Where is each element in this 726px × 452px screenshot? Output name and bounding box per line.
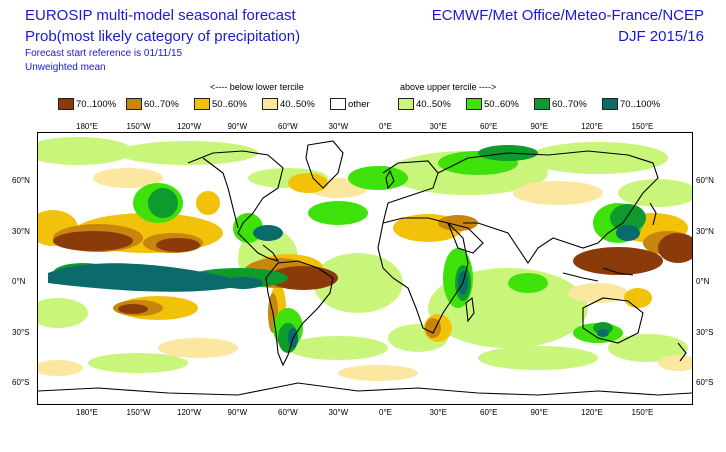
longitude-label: 180°E: [76, 122, 98, 131]
above-tercile-label: above upper tercile ---->: [400, 82, 497, 92]
longitude-label: 30°E: [429, 122, 447, 131]
legend-item: 70..100%: [602, 98, 660, 110]
latitude-label: 60°N: [12, 176, 30, 185]
legend-item: 40..50%: [262, 98, 315, 110]
longitude-label: 60°W: [278, 408, 298, 417]
legend-item: 50..60%: [466, 98, 519, 110]
legend-label: 50..60%: [484, 98, 519, 110]
latitude-label: 30°N: [12, 226, 30, 236]
legend-label: 60..70%: [552, 98, 587, 110]
longitude-label: 180°E: [76, 408, 98, 417]
longitude-label: 60°W: [278, 122, 298, 131]
legend-swatch: [534, 98, 550, 110]
legend-item: other: [330, 98, 370, 110]
teal-regions: [48, 225, 640, 348]
map-title: EUROSIP multi-model seasonal forecast: [25, 7, 296, 24]
centres-label: ECMWF/Met Office/Meteo-France/NCEP: [431, 7, 704, 24]
legend-label: 70..100%: [76, 98, 117, 110]
latitude-label: 0°N: [696, 277, 710, 286]
legend-item: 50..60%: [194, 98, 247, 110]
longitude-label: 90°E: [530, 122, 548, 131]
brown-regions: [53, 231, 692, 314]
below-tercile-label: <---- below lower tercile: [210, 82, 304, 92]
legend-swatch: [330, 98, 346, 110]
longitude-label: 120°E: [581, 122, 603, 131]
legend-swatch: [262, 98, 278, 110]
latitude-label: 60°S: [696, 378, 714, 387]
latitude-label: 30°N: [696, 226, 714, 236]
longitude-label: 90°E: [530, 408, 548, 417]
pale-yellow-regions: [38, 168, 692, 381]
longitude-label: 120°W: [177, 122, 202, 131]
longitude-label: 30°W: [328, 408, 349, 417]
legend-swatch: [126, 98, 142, 110]
forecast-map: [37, 132, 693, 405]
coastlines: [38, 140, 692, 396]
legend-label: 50..60%: [212, 98, 247, 110]
map-subtitle: Prob(most likely category of precipitati…: [25, 28, 301, 45]
legend-item: 60..70%: [126, 98, 179, 110]
legend-label: other: [348, 98, 370, 110]
longitude-label: 0°E: [379, 408, 392, 417]
season-label: DJF 2015/16: [618, 28, 704, 45]
longitude-label: 60°E: [480, 122, 498, 131]
latitude-label: 60°N: [696, 176, 714, 185]
legend-label: 40..50%: [416, 98, 451, 110]
legend-item: 60..70%: [534, 98, 587, 110]
longitude-label: 120°W: [177, 408, 202, 417]
longitude-label: 30°W: [328, 122, 349, 131]
longitude-label: 90°W: [227, 122, 248, 131]
start-reference: Forecast start reference is 01/11/15: [25, 48, 183, 59]
light-green-regions: [38, 137, 692, 373]
latitude-label: 60°S: [12, 378, 30, 387]
legend-item: 40..50%: [398, 98, 451, 110]
legend-swatch: [466, 98, 482, 110]
longitude-label: 0°E: [379, 122, 392, 131]
legend-swatch: [398, 98, 414, 110]
longitude-label: 150°E: [631, 122, 654, 131]
longitude-label: 90°W: [227, 408, 248, 417]
legend-swatch: [58, 98, 74, 110]
longitude-label: 60°E: [480, 408, 498, 417]
legend-label: 70..100%: [620, 98, 661, 110]
longitude-label: 150°E: [631, 408, 654, 417]
latitude-label: 0°N: [12, 277, 26, 286]
longitude-label: 150°W: [126, 122, 151, 131]
latitude-label: 30°S: [696, 327, 714, 337]
longitude-label: 30°E: [429, 408, 447, 417]
legend-label: 40..50%: [280, 98, 315, 110]
longitude-label: 150°W: [126, 408, 151, 417]
latitude-label: 30°S: [12, 327, 30, 337]
legend-swatch: [602, 98, 618, 110]
longitude-label: 120°E: [581, 408, 603, 417]
mean-type: Unweighted mean: [25, 62, 106, 73]
legend-label: 60..70%: [144, 98, 179, 110]
legend-swatch: [194, 98, 210, 110]
map-canvas: [38, 137, 692, 396]
legend-item: 70..100%: [58, 98, 116, 110]
